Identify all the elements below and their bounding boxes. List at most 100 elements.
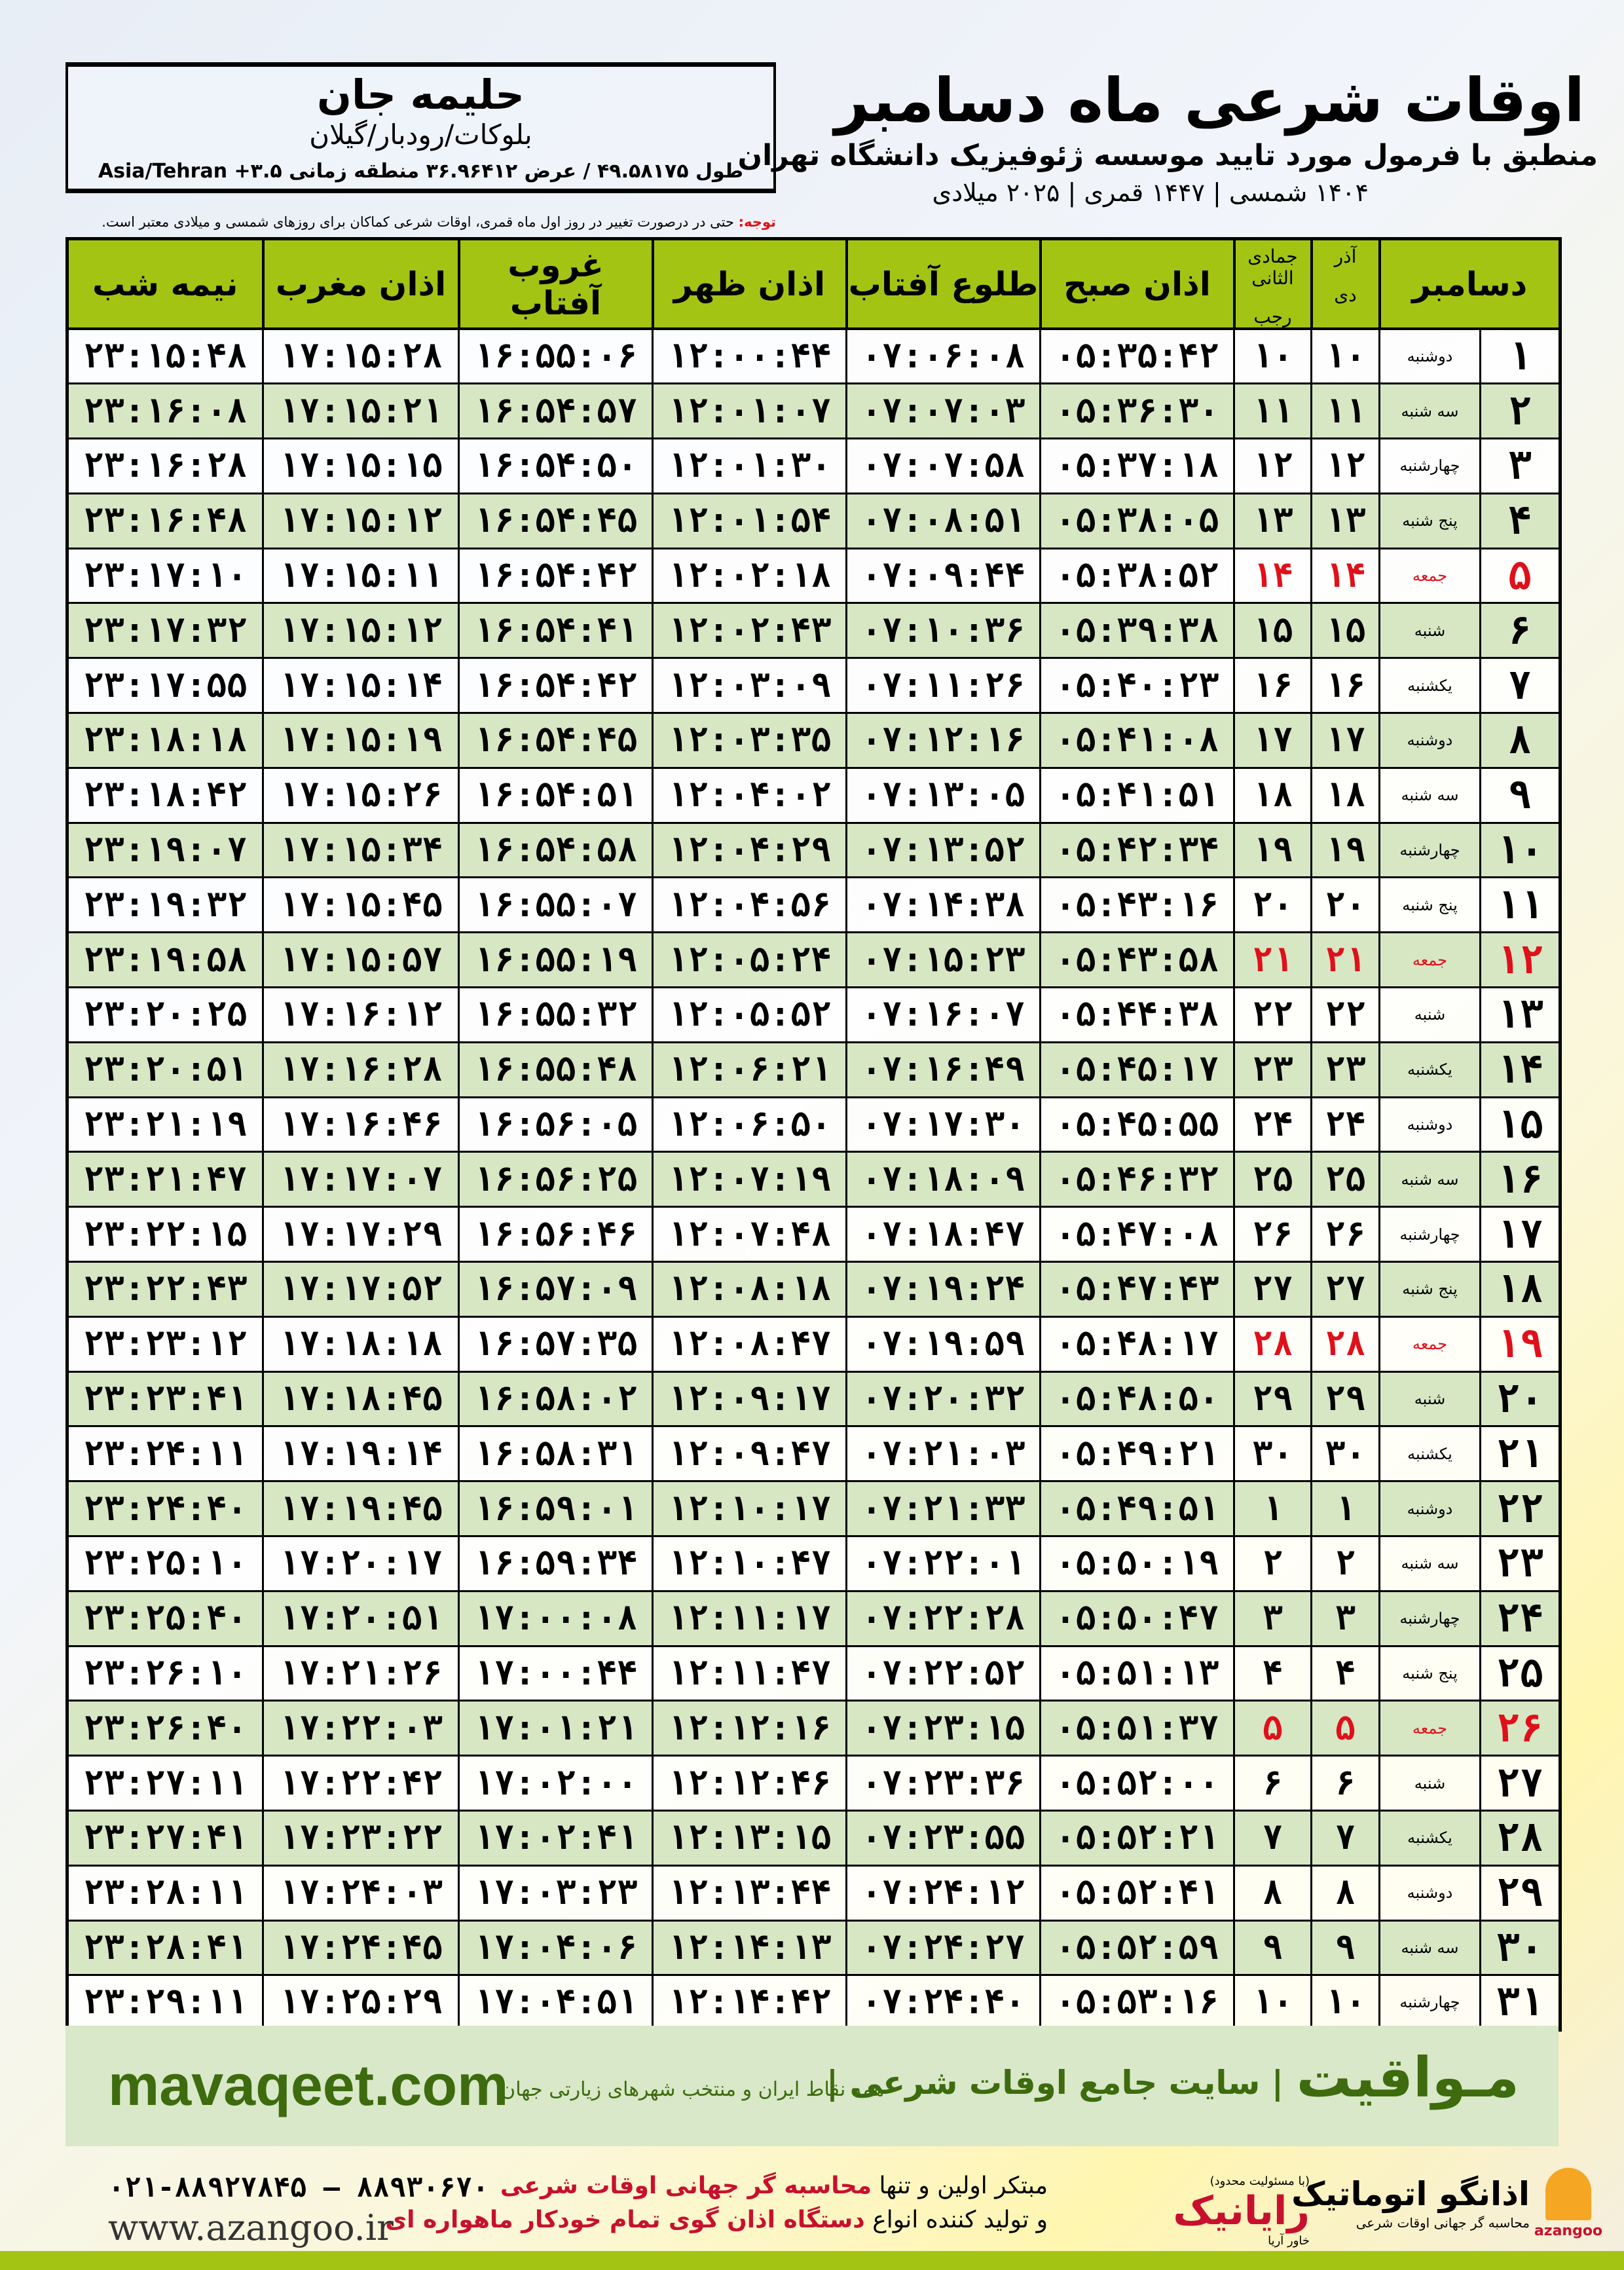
fajr: ۰۵:۳۹:۳۸ — [1039, 602, 1235, 660]
banner-brand: مـواقیت — [1296, 2045, 1519, 2110]
weekday: یکشنبه — [1378, 1810, 1482, 1867]
footer-web[interactable]: www.azangoo.ir — [108, 2207, 394, 2248]
sunrise: ۰۷:۲۳:۵۵ — [845, 1810, 1041, 1867]
sunrise: ۰۷:۱۳:۰۵ — [845, 766, 1041, 824]
dhuhr: ۱۲:۱۱:۴۷ — [652, 1645, 847, 1702]
maghrib: ۱۷:۲۰:۱۷ — [262, 1535, 460, 1592]
dhuhr: ۱۲:۱۰:۴۷ — [652, 1535, 847, 1592]
sunset: ۱۶:۵۵:۳۲ — [458, 986, 654, 1043]
day-number: ۱۳ — [1479, 986, 1562, 1043]
sunrise: ۰۷:۱۹:۲۴ — [845, 1261, 1041, 1318]
table-row: ۲۴ چهارشنبه ۳ ۳ ۰۵:۵۰:۴۷ ۰۷:۲۲:۲۸ ۱۲:۱۱:۱۷ ۱۷:۰… — [66, 1590, 1562, 1647]
day-number: ۱ — [1479, 327, 1562, 385]
dhuhr: ۱۲:۰۲:۱۸ — [652, 547, 847, 605]
fajr: ۰۵:۴۶:۳۲ — [1039, 1151, 1235, 1208]
sunset: ۱۷:۰۰:۴۴ — [458, 1645, 654, 1702]
table-row: ۸ دوشنبه ۱۷ ۱۷ ۰۵:۴۱:۰۸ ۰۷:۱۲:۱۶ ۱۲:۰۳:۳۵ ۱۶:۵۴… — [66, 712, 1562, 769]
sunrise: ۰۷:۲۳:۳۶ — [845, 1755, 1041, 1812]
prayer-times-table: دسامبر آذر دی جمادی الثانی رجب اذان صبح طل… — [65, 237, 1562, 2032]
shamsi-day: ۱۱ — [1310, 382, 1380, 440]
midnight: ۲۳:۱۹:۰۷ — [66, 821, 264, 879]
table-row: ۱۸ پنج شنبه ۲۷ ۲۷ ۰۵:۴۷:۴۳ ۰۷:۱۹:۲۴ ۱۲:۰۸:۱۸ ۱۶… — [66, 1261, 1562, 1318]
table-row: ۳۱ چهارشنبه ۱۰ ۱۰ ۰۵:۵۳:۱۶ ۰۷:۲۴:۴۰ ۱۲:۱۴:۴۲ ۱۷… — [66, 1974, 1562, 2032]
shamsi-day: ۱۵ — [1310, 602, 1380, 660]
hijri-day: ۲۶ — [1233, 1206, 1312, 1263]
midnight: ۲۳:۲۷:۱۱ — [66, 1755, 264, 1812]
sunset: ۱۶:۵۶:۰۵ — [458, 1096, 654, 1153]
table-row: ۵ جمعه ۱۴ ۱۴ ۰۵:۳۸:۵۲ ۰۷:۰۹:۴۴ ۱۲:۰۲:۱۸ ۱۶:۵۴:۴… — [66, 547, 1562, 605]
mavaqeet-banner: mavaqeet.com مـواقیت | سایت جامع اوقات ش… — [65, 2026, 1559, 2146]
table-row: ۲۹ دوشنبه ۸ ۸ ۰۵:۵۲:۴۱ ۰۷:۲۴:۱۲ ۱۲:۱۳:۴۴ ۱۷:۰۳:… — [66, 1864, 1562, 1922]
maghrib: ۱۷:۱۸:۱۸ — [262, 1315, 460, 1373]
weekday: جمعه — [1378, 931, 1482, 989]
shamsi-day: ۲۵ — [1310, 1151, 1380, 1208]
banner-site[interactable]: mavaqeet.com — [108, 2053, 509, 2117]
midnight: ۲۳:۲۹:۱۱ — [66, 1974, 264, 2032]
sunset: ۱۶:۵۵:۰۷ — [458, 876, 654, 934]
day-number: ۱۲ — [1479, 931, 1562, 989]
day-number: ۲۳ — [1479, 1535, 1562, 1592]
weekday: دوشنبه — [1378, 1096, 1482, 1153]
sunrise: ۰۷:۱۰:۳۶ — [845, 602, 1041, 660]
sunset: ۱۷:۰۲:۰۰ — [458, 1755, 654, 1812]
maghrib: ۱۷:۲۴:۴۵ — [262, 1919, 460, 1977]
mosque-dome-icon — [1545, 2168, 1591, 2220]
table-row: ۲۸ یکشنبه ۷ ۷ ۰۵:۵۲:۲۱ ۰۷:۲۳:۵۵ ۱۲:۱۳:۱۵ ۱۷:۰۲:… — [66, 1810, 1562, 1867]
fajr: ۰۵:۵۲:۰۰ — [1039, 1755, 1235, 1812]
hijri-day: ۲ — [1233, 1535, 1312, 1592]
sunset: ۱۷:۰۲:۴۱ — [458, 1810, 654, 1867]
sunrise: ۰۷:۱۷:۳۰ — [845, 1096, 1041, 1153]
fajr: ۰۵:۵۱:۱۳ — [1039, 1645, 1235, 1702]
shamsi-day: ۴ — [1310, 1645, 1380, 1702]
fajr: ۰۵:۴۴:۳۸ — [1039, 986, 1235, 1043]
fajr: ۰۵:۵۰:۴۷ — [1039, 1590, 1235, 1647]
day-number: ۷ — [1479, 657, 1562, 715]
sunrise: ۰۷:۲۲:۲۸ — [845, 1590, 1041, 1647]
sunrise: ۰۷:۰۸:۵۱ — [845, 492, 1041, 549]
maghrib: ۱۷:۱۵:۱۴ — [262, 657, 460, 715]
shamsi-day: ۱۳ — [1310, 492, 1380, 549]
logo1-sub: خاور آریا — [1268, 2234, 1310, 2248]
midnight: ۲۳:۲۰:۵۱ — [66, 1041, 264, 1098]
azangoo-text: اذانگو اتوماتیک محاسبه گر جهانی اوقات شر… — [1291, 2168, 1530, 2232]
table-row: ۲۰ شنبه ۲۹ ۲۹ ۰۵:۴۸:۵۰ ۰۷:۲۰:۳۲ ۱۲:۰۹:۱۷ ۱۶:۵۸:… — [66, 1370, 1562, 1428]
footer: ۰۲۱-۸۸۹۲۷۸۴۵ – ۸۸۹۳۰۶۷۰ www.azangoo.ir م… — [0, 2155, 1624, 2248]
maghrib: ۱۷:۱۵:۱۲ — [262, 602, 460, 660]
shamsi-day: ۲ — [1310, 1535, 1380, 1592]
weekday: شنبه — [1378, 986, 1482, 1043]
day-number: ۲۸ — [1479, 1810, 1562, 1867]
shamsi-day: ۱۶ — [1310, 657, 1380, 715]
maghrib: ۱۷:۲۳:۲۲ — [262, 1810, 460, 1867]
shamsi-day: ۱۸ — [1310, 766, 1380, 824]
logo1-name: رایانیک — [1173, 2188, 1310, 2234]
sunrise: ۰۷:۲۴:۲۷ — [845, 1919, 1041, 1977]
header-midnight: نیمه شب — [66, 237, 265, 330]
header-shamsi-bottom: دی — [1334, 284, 1357, 306]
sunrise: ۰۷:۲۴:۱۲ — [845, 1864, 1041, 1922]
sunrise: ۰۷:۰۷:۰۳ — [845, 382, 1041, 440]
location-box: حلیمه جان بلوکات/رودبار/گیلان طول ۴۹.۵۸۱… — [65, 62, 776, 193]
midnight: ۲۳:۲۸:۴۱ — [66, 1919, 264, 1977]
maghrib: ۱۷:۱۹:۱۴ — [262, 1425, 460, 1483]
dhuhr: ۱۲:۰۸:۴۷ — [652, 1315, 847, 1373]
maghrib: ۱۷:۱۵:۱۲ — [262, 492, 460, 549]
shamsi-day: ۲۶ — [1310, 1206, 1380, 1263]
day-number: ۱۰ — [1479, 821, 1562, 879]
sunrise: ۰۷:۱۵:۲۳ — [845, 931, 1041, 989]
sunrise: ۰۷:۱۶:۴۹ — [845, 1041, 1041, 1098]
table-row: ۱۷ چهارشنبه ۲۶ ۲۶ ۰۵:۴۷:۰۸ ۰۷:۱۸:۴۷ ۱۲:۰۷:۴۸ ۱۶… — [66, 1206, 1562, 1263]
shamsi-day: ۲۴ — [1310, 1096, 1380, 1153]
hijri-day: ۱۶ — [1233, 657, 1312, 715]
midnight: ۲۳:۱۷:۱۰ — [66, 547, 264, 605]
azangoo-logo: azangoo اذانگو اتوماتیک محاسبه گر جهانی … — [1291, 2168, 1602, 2239]
dhuhr: ۱۲:۱۴:۴۲ — [652, 1974, 847, 2032]
hijri-day: ۳ — [1233, 1590, 1312, 1647]
logo2-en: azangoo — [1534, 2223, 1603, 2239]
day-number: ۲ — [1479, 382, 1562, 440]
banner-tagline: | سایت جامع اوقات شرعی | — [826, 2064, 1283, 2102]
day-number: ۲۶ — [1479, 1700, 1562, 1757]
sunrise: ۰۷:۲۴:۴۰ — [845, 1974, 1041, 2032]
dhuhr: ۱۲:۰۷:۴۸ — [652, 1206, 847, 1263]
hijri-day: ۲۲ — [1233, 986, 1312, 1043]
weekday: پنج شنبه — [1378, 1261, 1482, 1318]
